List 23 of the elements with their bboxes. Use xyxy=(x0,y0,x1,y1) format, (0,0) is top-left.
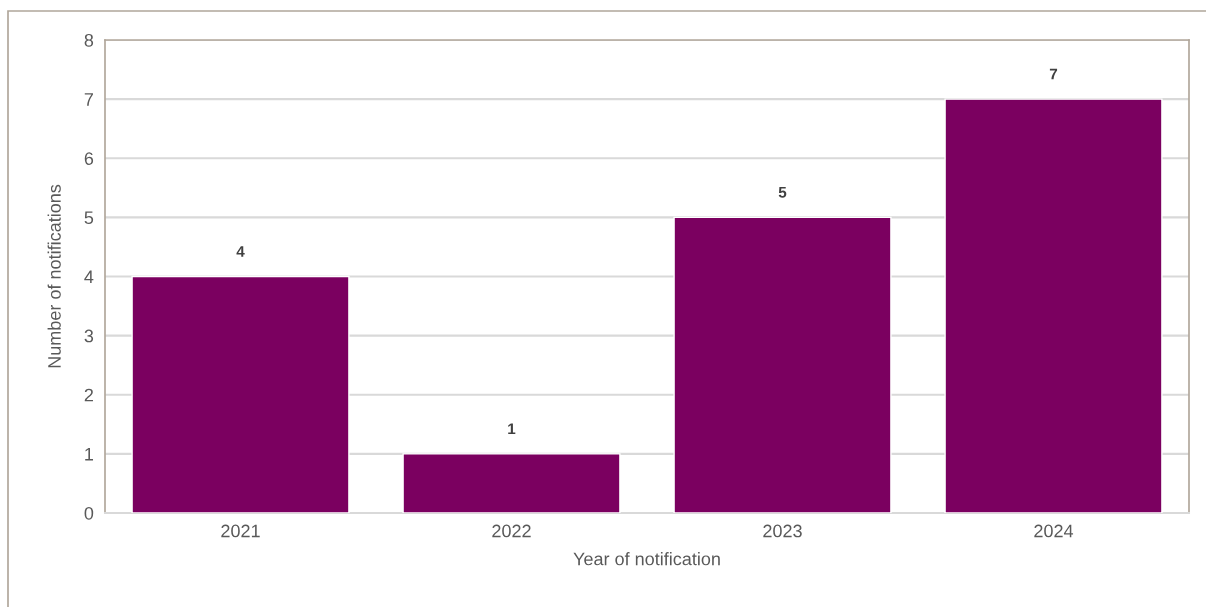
bar xyxy=(944,98,1163,513)
bar xyxy=(673,216,892,513)
y-axis-title: Number of notifications xyxy=(47,184,61,368)
x-tick-label: 2021 xyxy=(221,524,260,538)
data-label: 5 xyxy=(778,187,787,198)
y-tick-label: 0 xyxy=(84,506,94,520)
x-tick-label: 2023 xyxy=(763,524,802,538)
y-tick-label: 3 xyxy=(84,329,94,343)
data-label: 7 xyxy=(1049,68,1058,80)
y-tick-label: 8 xyxy=(84,33,94,47)
y-tick-label: 1 xyxy=(85,448,94,461)
data-label: 1 xyxy=(508,423,516,435)
y-tick-label: 2 xyxy=(84,388,93,402)
data-label: 4 xyxy=(236,246,245,257)
x-tick-label: 2024 xyxy=(1034,524,1074,538)
y-tick-label: 4 xyxy=(84,270,94,284)
x-axis-title: Year of notification xyxy=(573,552,720,566)
y-tick-label: 7 xyxy=(84,93,93,106)
y-tick-label: 6 xyxy=(84,152,94,165)
x-tick-label: 2022 xyxy=(492,524,531,538)
bar xyxy=(131,275,350,513)
y-tick-label: 5 xyxy=(84,211,94,225)
bar xyxy=(402,453,621,513)
